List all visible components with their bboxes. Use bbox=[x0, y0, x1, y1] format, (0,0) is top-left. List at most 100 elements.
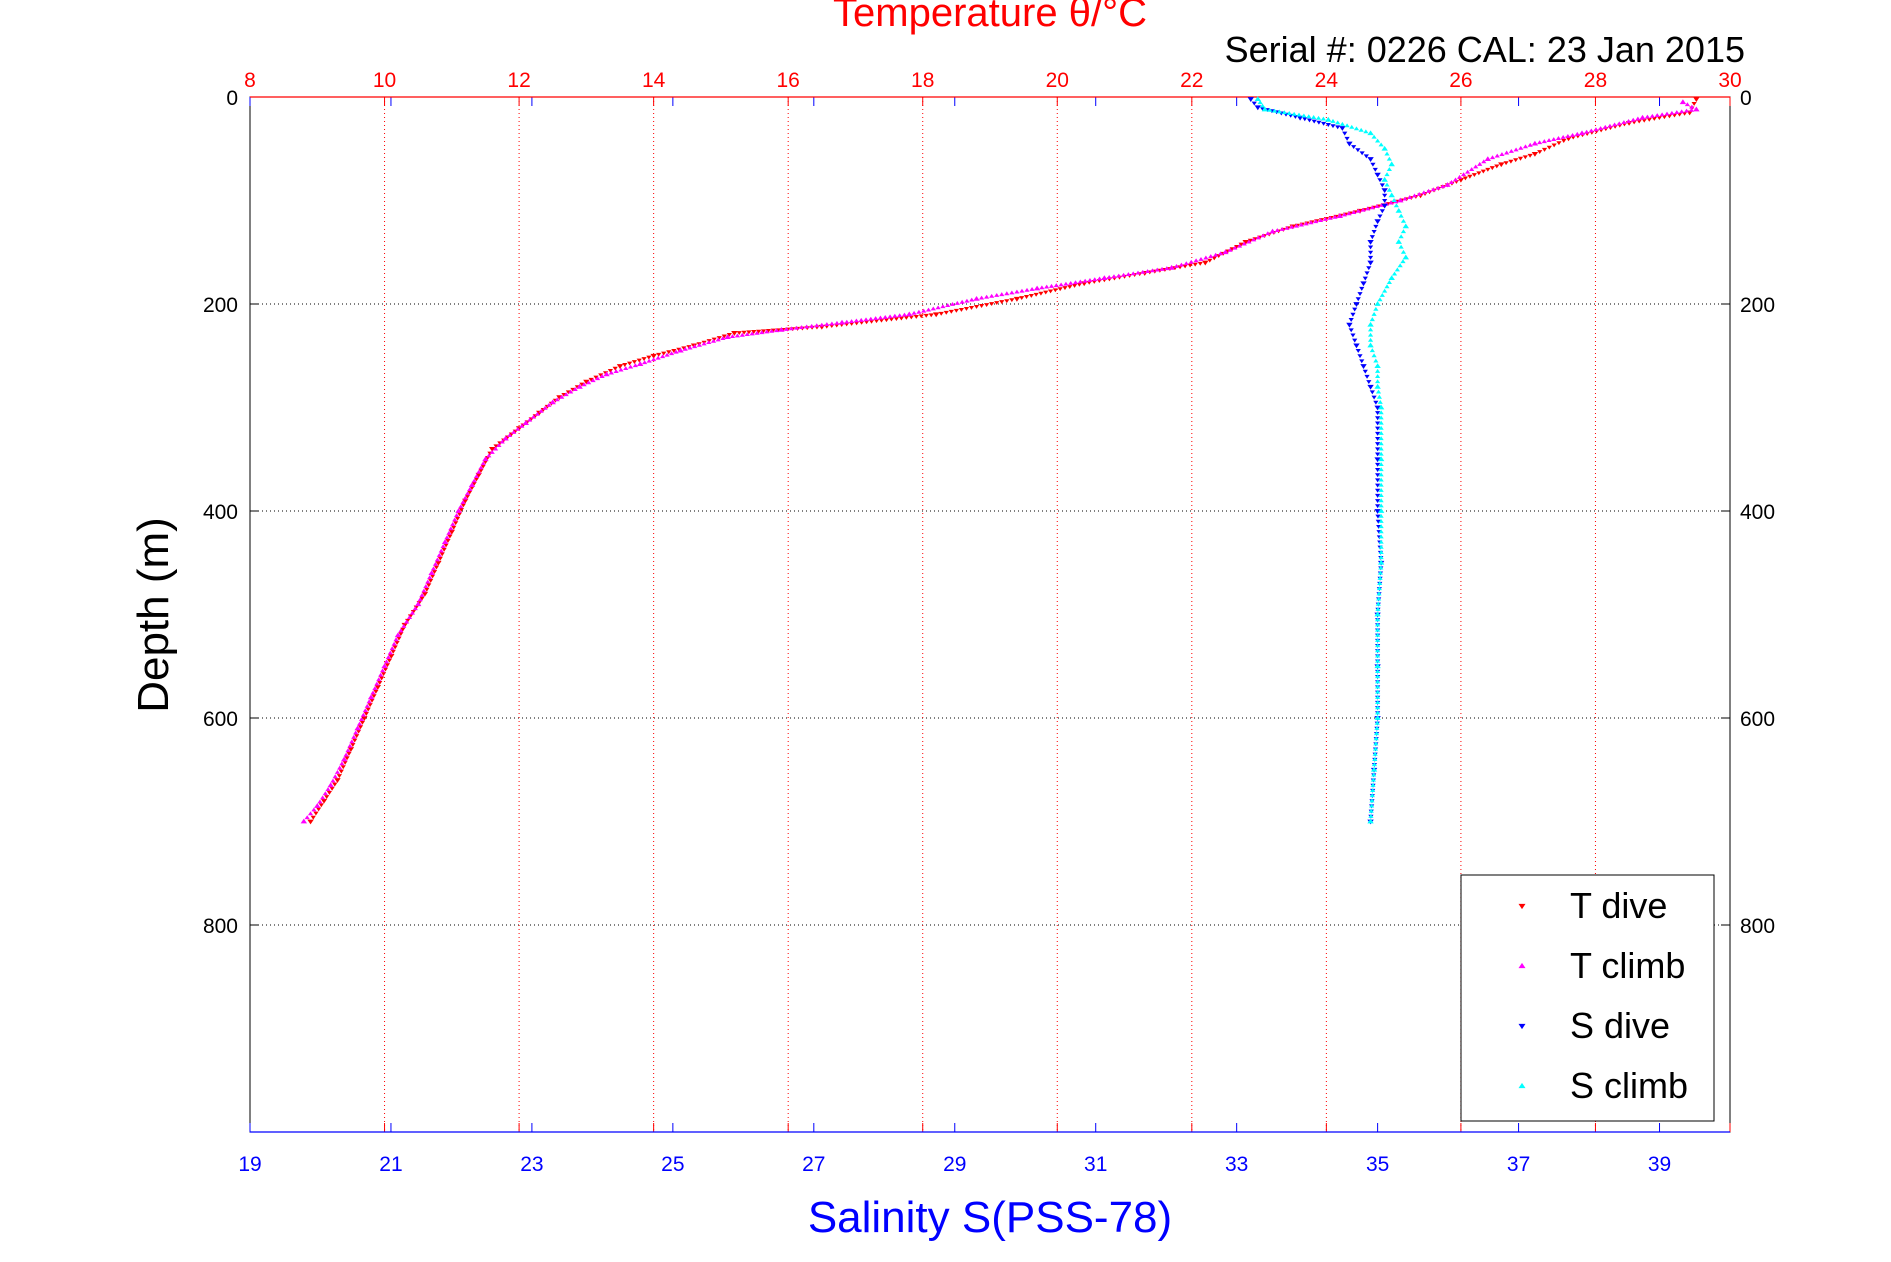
data-point bbox=[1378, 493, 1384, 498]
data-point bbox=[462, 498, 469, 504]
data-point bbox=[1522, 144, 1529, 149]
data-point bbox=[317, 799, 323, 804]
data-point bbox=[1402, 196, 1408, 201]
legend-label: S climb bbox=[1570, 1065, 1688, 1106]
data-point bbox=[913, 314, 919, 319]
data-point bbox=[1378, 539, 1384, 544]
data-point bbox=[1411, 193, 1418, 198]
data-point bbox=[1527, 142, 1533, 147]
data-point bbox=[429, 574, 436, 579]
data-point bbox=[380, 668, 386, 673]
data-point bbox=[1014, 289, 1020, 294]
data-point bbox=[1265, 231, 1271, 236]
data-point bbox=[1360, 364, 1367, 369]
data-point bbox=[1315, 115, 1322, 120]
data-point bbox=[1370, 766, 1378, 772]
data-point bbox=[1207, 258, 1213, 263]
axes: 0 0 200 200 400 400 600 600 800 800 8 10 12 14 16 18 20 2… bbox=[203, 69, 1775, 1176]
data-point bbox=[1440, 184, 1446, 189]
data-point bbox=[563, 392, 569, 397]
data-point bbox=[1367, 245, 1374, 250]
data-point bbox=[1588, 128, 1594, 133]
data-point bbox=[1355, 349, 1361, 353]
data-point bbox=[340, 765, 346, 770]
data-point bbox=[756, 329, 762, 334]
data-point bbox=[1019, 296, 1025, 301]
data-point bbox=[858, 317, 864, 322]
data-point bbox=[608, 370, 614, 375]
data-point bbox=[519, 423, 525, 428]
data-point bbox=[370, 690, 376, 695]
data-point bbox=[349, 739, 355, 744]
data-point bbox=[390, 649, 396, 654]
data-point bbox=[1561, 139, 1567, 143]
data-point bbox=[958, 307, 965, 312]
data-point bbox=[460, 500, 466, 504]
data-point bbox=[878, 318, 885, 323]
data-point bbox=[345, 748, 351, 753]
data-point bbox=[1397, 263, 1403, 268]
data-point bbox=[1384, 284, 1390, 289]
data-point bbox=[1375, 684, 1381, 689]
data-point bbox=[711, 337, 717, 342]
data-point bbox=[908, 315, 914, 320]
data-point bbox=[677, 347, 684, 353]
data-point bbox=[903, 316, 909, 320]
data-point bbox=[324, 795, 330, 799]
data-point bbox=[897, 313, 903, 318]
data-point bbox=[739, 332, 745, 337]
data-point bbox=[1293, 223, 1300, 228]
data-point bbox=[1375, 504, 1381, 509]
data-point bbox=[1400, 229, 1407, 234]
data-point bbox=[1574, 131, 1580, 136]
data-point bbox=[1302, 117, 1308, 122]
data-point bbox=[769, 328, 775, 333]
y-tick-label-left: 600 bbox=[203, 708, 238, 731]
data-point bbox=[1274, 228, 1280, 233]
data-point bbox=[1375, 638, 1381, 642]
x-top-tick-label: 30 bbox=[1718, 69, 1741, 92]
data-point bbox=[921, 308, 927, 313]
data-point bbox=[1378, 451, 1384, 456]
data-point bbox=[1375, 674, 1381, 679]
data-point bbox=[1375, 493, 1381, 498]
data-point bbox=[1202, 260, 1209, 266]
data-point bbox=[1381, 145, 1388, 151]
data-point bbox=[1593, 127, 1599, 132]
data-point bbox=[1125, 272, 1131, 276]
data-point bbox=[1130, 271, 1136, 276]
data-point bbox=[1367, 250, 1374, 255]
data-point bbox=[1360, 207, 1366, 212]
data-point bbox=[311, 807, 317, 812]
data-point bbox=[400, 627, 406, 632]
data-point bbox=[344, 756, 350, 761]
data-point bbox=[1358, 127, 1364, 132]
data-point bbox=[427, 575, 433, 580]
data-point bbox=[1376, 596, 1382, 601]
data-point bbox=[1335, 120, 1341, 125]
data-point bbox=[424, 587, 430, 592]
data-point bbox=[882, 314, 888, 319]
data-point bbox=[1367, 384, 1374, 390]
data-point bbox=[346, 751, 352, 756]
data-point bbox=[1276, 109, 1283, 114]
data-point bbox=[363, 712, 369, 716]
data-point bbox=[1386, 167, 1392, 172]
data-point bbox=[759, 330, 765, 335]
data-point bbox=[1398, 234, 1404, 239]
data-point bbox=[583, 379, 590, 385]
data-point bbox=[1342, 131, 1348, 136]
data-point bbox=[469, 486, 475, 491]
data-point bbox=[1375, 627, 1381, 632]
data-point bbox=[925, 307, 932, 312]
data-point bbox=[1374, 720, 1380, 725]
data-point bbox=[334, 778, 341, 783]
data-point bbox=[1168, 264, 1175, 270]
data-point bbox=[362, 708, 368, 713]
data-point bbox=[1375, 368, 1381, 373]
data-point bbox=[396, 636, 402, 641]
x-top-tick-label: 28 bbox=[1584, 69, 1607, 92]
data-point bbox=[1303, 221, 1309, 226]
data-point bbox=[1683, 108, 1690, 113]
data-point bbox=[1388, 275, 1395, 281]
